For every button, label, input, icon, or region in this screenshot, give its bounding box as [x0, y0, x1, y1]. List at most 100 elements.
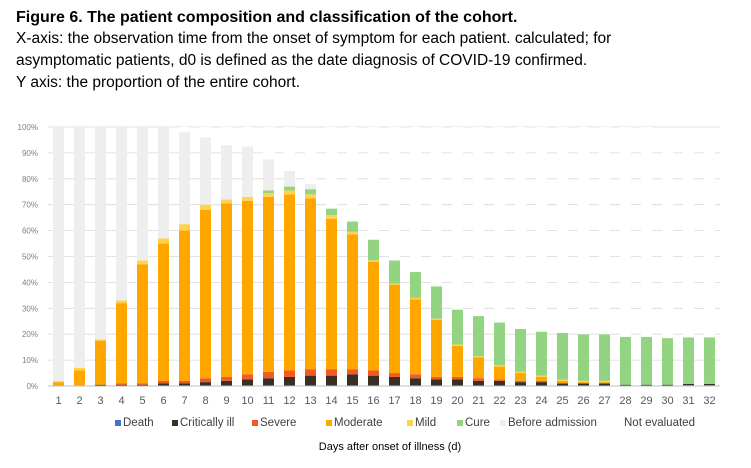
x-axis-label: Days after onset of illness (d) [319, 441, 461, 453]
bar-segment-not-evaluated [620, 127, 631, 337]
bar-segment-cure [578, 334, 589, 381]
legend: Death Critically ill Severe Moderate Mild Cur… [115, 417, 695, 429]
x-tick-label: 32 [703, 395, 715, 407]
y-tick-label: 0% [26, 382, 38, 391]
bar-segment-before-admission [284, 171, 295, 187]
bar-segment-severe [494, 379, 505, 381]
bar-segment-not-evaluated [599, 127, 610, 335]
bar-segment-cure [683, 337, 694, 384]
bar-segment-before-admission [179, 132, 190, 225]
bar-segment-not-evaluated [578, 127, 589, 335]
x-tick-label: 8 [202, 395, 208, 407]
x-tick-label: 24 [535, 395, 547, 407]
bar-segment-critically-ill [494, 380, 505, 386]
bar-segment-severe [263, 371, 274, 379]
legend-swatch [252, 420, 258, 426]
bar-segment-moderate [263, 196, 274, 372]
bar-segment-cure [347, 221, 358, 232]
x-tick-label: 6 [160, 395, 166, 407]
x-tick-label: 14 [325, 395, 337, 407]
bar-segment-mild [116, 300, 127, 304]
x-tick-label: 31 [682, 395, 694, 407]
bar-segment-critically-ill [473, 380, 484, 386]
legend-label: Cure [465, 417, 490, 429]
bar-segment-mild [284, 190, 295, 195]
legend-swatch [500, 420, 506, 426]
bar-segment-mild [578, 380, 589, 383]
bar-segment-before-admission [74, 127, 85, 368]
bar-segment-cure [515, 329, 526, 372]
y-tick-label: 90% [22, 149, 38, 158]
figure-caption: Figure 6. The patient composition and cl… [16, 8, 741, 94]
bar-segment-moderate [326, 218, 337, 370]
bar-segment-critically-ill [95, 384, 106, 386]
bar-segment-cure [641, 336, 652, 385]
bar-segment-cure [389, 260, 400, 284]
bar-segment-critically-ill [305, 375, 316, 386]
bar-segment-not-evaluated [452, 127, 463, 310]
bar-segment-severe [137, 383, 148, 385]
bar-segment-not-evaluated [410, 127, 421, 273]
bar-segment-critically-ill [179, 383, 190, 386]
x-tick-label: 11 [263, 395, 274, 407]
x-tick-label: 5 [139, 395, 145, 407]
legend-swatch [407, 420, 413, 426]
bar-segment-mild [599, 380, 610, 383]
bar-segment-not-evaluated [305, 128, 316, 184]
bar-segment-cure [431, 286, 442, 319]
x-tick-label: 25 [556, 395, 568, 407]
bar-segment-severe [410, 374, 421, 379]
gridlines [48, 126, 720, 387]
bar-segment-not-evaluated [263, 127, 274, 160]
bar-segment-moderate [557, 380, 568, 384]
bar-segment-critically-ill [557, 383, 568, 386]
bar-segment-mild [494, 365, 505, 367]
bar-segment-cure [620, 336, 631, 385]
legend-label: Critically ill [180, 417, 234, 429]
bar-segment-mild [200, 204, 211, 210]
x-tick-label: 2 [76, 395, 82, 407]
x-tick-label: 15 [346, 395, 358, 407]
bar-segment-critically-ill [116, 384, 127, 386]
bar-segment-mild [431, 318, 442, 320]
bar-segment-mild [158, 238, 169, 244]
bar-segment-not-evaluated [641, 127, 652, 337]
caption-line-1: X-axis: the observation time from the on… [16, 30, 612, 47]
x-tick-label: 19 [430, 395, 442, 407]
bar-segment-cure [704, 337, 715, 384]
bar-segment-mild [368, 260, 379, 262]
bar-segment-cure [662, 338, 673, 385]
bar-segment-not-evaluated [536, 127, 547, 332]
x-tick-label: 23 [514, 395, 526, 407]
x-tick-label: 1 [55, 395, 61, 407]
y-tick-label: 70% [22, 201, 38, 210]
bar-segment-moderate [221, 203, 232, 377]
bar-segment-moderate [137, 264, 148, 384]
bar-segment-before-admission [158, 127, 169, 239]
caption-line-2: asymptomatic patients, d0 is defined as … [16, 52, 588, 69]
legend-swatch [115, 420, 121, 426]
x-tick-label: 22 [493, 395, 505, 407]
bar-segment-moderate [242, 200, 253, 375]
bar-segment-moderate [179, 230, 190, 381]
bar-segment-moderate [536, 376, 547, 381]
legend-label: Mild [415, 417, 436, 429]
x-tick-label: 21 [472, 395, 484, 407]
bar-segment-not-evaluated [368, 127, 379, 240]
bar-segment-moderate [74, 370, 85, 386]
bar-segment-before-admission [53, 127, 64, 381]
bar-segment-severe [221, 376, 232, 381]
bar-segment-moderate [599, 382, 610, 384]
bar-segment-not-evaluated [494, 127, 505, 323]
figure-title: Figure 6. The patient composition and cl… [16, 9, 518, 26]
bar-segment-cure [599, 334, 610, 381]
bar-segment-before-admission [263, 159, 274, 191]
bar-segment-severe [347, 369, 358, 375]
x-tick-label: 12 [283, 395, 295, 407]
bar-segment-before-admission [305, 183, 316, 190]
bar-segment-severe [431, 376, 442, 380]
x-tick-label: 20 [451, 395, 463, 407]
bar-segment-moderate [473, 357, 484, 379]
bar-segment-not-evaluated [473, 127, 484, 317]
bar-segment-mild [326, 215, 337, 219]
